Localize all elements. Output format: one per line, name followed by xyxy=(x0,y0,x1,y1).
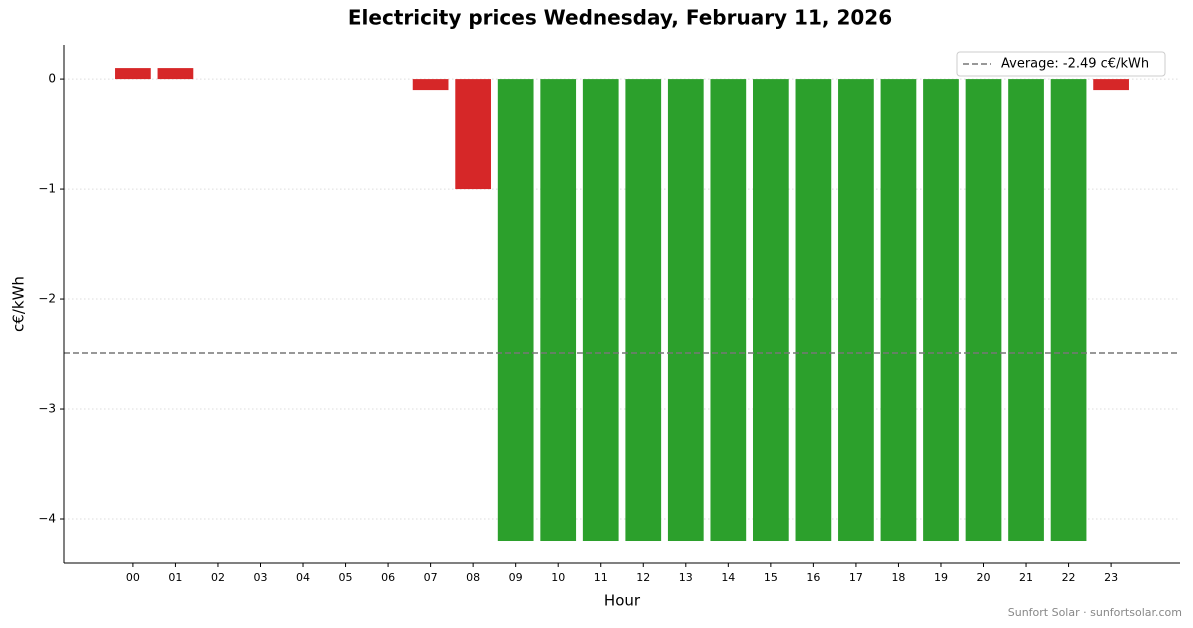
x-tick-label: 02 xyxy=(211,571,225,584)
bar xyxy=(710,79,747,542)
x-tick-label: 04 xyxy=(296,571,310,584)
x-tick-label: 17 xyxy=(849,571,863,584)
x-axis-label: Hour xyxy=(604,592,641,610)
bar xyxy=(880,79,917,542)
y-tick-label: −1 xyxy=(38,182,56,196)
bar xyxy=(838,79,874,542)
legend: Average: -2.49 c€/kWh xyxy=(956,51,1166,77)
bar xyxy=(540,79,577,542)
bar xyxy=(1050,79,1087,542)
bar xyxy=(923,79,959,542)
x-tick-label: 14 xyxy=(721,571,735,584)
bar xyxy=(625,79,662,542)
x-tick-label: 12 xyxy=(636,571,650,584)
x-tick-label: 23 xyxy=(1104,571,1118,584)
x-tick-label: 19 xyxy=(934,571,948,584)
bar xyxy=(795,79,832,542)
x-tick-label: 20 xyxy=(977,571,991,584)
x-tick-label: 15 xyxy=(764,571,778,584)
bar xyxy=(752,79,789,542)
legend-label: Average: -2.49 c€/kWh xyxy=(1001,57,1149,72)
x-tick-label: 18 xyxy=(891,571,905,584)
x-tick-label: 13 xyxy=(679,571,693,584)
x-tick-label: 08 xyxy=(466,571,480,584)
footer: Sunfort Solar · sunfortsolar.com xyxy=(1008,606,1182,619)
bar xyxy=(667,79,704,542)
bar xyxy=(582,79,619,542)
x-tick-label: 10 xyxy=(551,571,565,584)
x-tick-label: 05 xyxy=(339,571,353,584)
bar xyxy=(412,79,449,91)
x-tick-label: 16 xyxy=(806,571,820,584)
bar xyxy=(1093,79,1129,91)
x-tick-label: 01 xyxy=(168,571,182,584)
x-tick-label: 07 xyxy=(424,571,438,584)
y-tick-label: −2 xyxy=(38,292,56,306)
x-tick-label: 11 xyxy=(594,571,608,584)
bar xyxy=(965,79,1002,542)
y-tick-label: −3 xyxy=(38,402,56,416)
chart-title: Electricity prices Wednesday, February 1… xyxy=(348,6,892,30)
bar xyxy=(115,68,151,80)
bar xyxy=(497,79,534,542)
bar xyxy=(1008,79,1044,542)
x-tick-label: 22 xyxy=(1062,571,1076,584)
x-tick-label: 00 xyxy=(126,571,140,584)
x-tick-label: 03 xyxy=(253,571,267,584)
bar xyxy=(157,68,194,80)
bar xyxy=(455,79,492,190)
legend-box xyxy=(956,51,1166,77)
y-tick-label: −4 xyxy=(38,512,56,526)
x-tick-label: 21 xyxy=(1019,571,1033,584)
x-tick-label: 06 xyxy=(381,571,395,584)
y-axis-label: c€/kWh xyxy=(10,276,28,332)
x-tick-label: 09 xyxy=(509,571,523,584)
y-tick-label: 0 xyxy=(48,72,56,86)
